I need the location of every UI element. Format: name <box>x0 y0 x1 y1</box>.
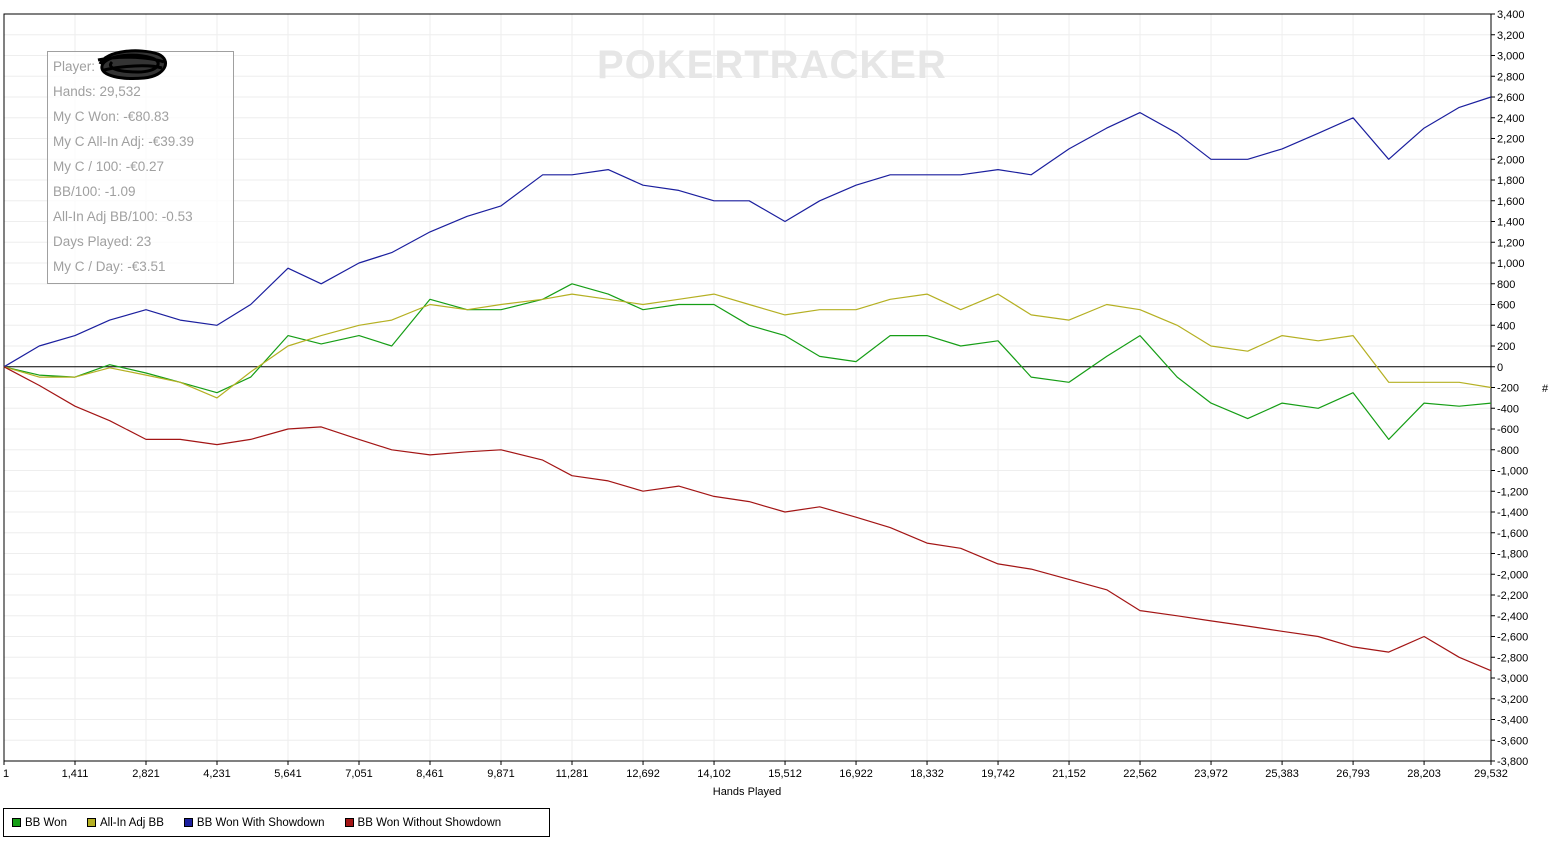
x-tick-label: 25,383 <box>1265 768 1299 780</box>
y-tick-label: 200 <box>1497 341 1515 353</box>
y-tick-label: 1,800 <box>1497 175 1525 187</box>
y-tick-label: -1,400 <box>1497 507 1528 519</box>
x-tick-label: 28,203 <box>1407 768 1441 780</box>
y-tick-label: 0 <box>1497 362 1503 374</box>
legend-label: BB Won Without Showdown <box>357 816 502 829</box>
x-tick-label: 16,922 <box>839 768 873 780</box>
legend-swatch <box>183 818 193 827</box>
y-tick-label: 600 <box>1497 300 1515 312</box>
stat-line: My C Won: -€80.83 <box>53 109 170 124</box>
y-tick-label: -2,000 <box>1497 569 1528 581</box>
x-tick-label: 1 <box>3 768 9 780</box>
x-tick-label: 29,532 <box>1474 768 1508 780</box>
stats-tooltip-box: Player: Hands: 29,532 My C Won: -€80.83 My… <box>47 51 234 284</box>
y-tick-label: -3,200 <box>1497 694 1528 706</box>
x-tick-label: 19,742 <box>981 768 1015 780</box>
y-tick-label: 2,800 <box>1497 71 1525 83</box>
y-tick-label: -400 <box>1497 403 1519 415</box>
x-tick-label: 11,281 <box>556 768 589 780</box>
stat-player-label: Player: <box>53 59 96 74</box>
stat-line: All-In Adj BB/100: -0.53 <box>53 209 193 224</box>
stat-line: My C All-In Adj: -€39.39 <box>53 134 195 149</box>
legend-item[interactable]: BB Won With Showdown <box>183 816 325 829</box>
stat-line: Hands: 29,532 <box>53 84 141 99</box>
legend-swatch <box>344 818 354 827</box>
x-tick-label: 9,871 <box>487 768 515 780</box>
y-tick-label: -2,600 <box>1497 632 1528 644</box>
y-tick-label: 1,200 <box>1497 237 1525 249</box>
x-tick-label: 15,512 <box>768 768 802 780</box>
y-tick-label: -1,600 <box>1497 528 1528 540</box>
x-tick-label: 26,793 <box>1336 768 1370 780</box>
x-tick-label: 4,231 <box>203 768 231 780</box>
legend-label: BB Won With Showdown <box>196 816 325 829</box>
series-line-bb-won-with-showdown <box>3 96 1492 368</box>
legend-swatch <box>86 818 96 827</box>
y-tick-label: 2,600 <box>1497 92 1525 104</box>
legend-label: BB Won <box>25 816 67 829</box>
y-tick-label: -1,200 <box>1497 486 1528 498</box>
y-tick-label: 400 <box>1497 320 1515 332</box>
y-axis-side-symbol: # <box>1542 383 1549 395</box>
series-lines <box>3 96 1492 672</box>
x-axis-ticks: 1 1,411 2,821 4,231 5,641 7,051 8,461 9,871 11,2… <box>3 761 1508 780</box>
x-tick-label: 12,692 <box>626 768 660 780</box>
stat-line: My C / Day: -€3.51 <box>53 259 166 274</box>
y-tick-label: -3,600 <box>1497 735 1528 747</box>
y-tick-label: -3,000 <box>1497 673 1528 685</box>
y-tick-label: -2,800 <box>1497 652 1528 664</box>
stat-line: Days Played: 23 <box>53 234 152 249</box>
series-line-all-in-adj-bb <box>3 293 1492 399</box>
y-tick-label: 3,000 <box>1497 51 1525 63</box>
x-tick-label: 5,641 <box>274 768 302 780</box>
legend-item[interactable]: All-In Adj BB <box>86 816 164 829</box>
chart-legend: BB Won All-In Adj BB BB Won With Showdown B… <box>3 808 550 837</box>
y-tick-label: -200 <box>1497 383 1519 395</box>
y-tick-label: 2,400 <box>1497 113 1525 125</box>
watermark-logo: POKERTRACKER <box>597 43 947 87</box>
stat-lines: Hands: 29,532 My C Won: -€80.83 My C All-I… <box>53 83 233 283</box>
stat-line: BB/100: -1.09 <box>53 184 136 199</box>
x-tick-label: 1,411 <box>62 768 89 780</box>
redaction-scribble <box>97 49 167 80</box>
legend-item[interactable]: BB Won Without Showdown <box>344 816 502 829</box>
y-tick-label: -3,400 <box>1497 715 1528 727</box>
y-tick-label: 3,400 <box>1497 9 1525 21</box>
y-tick-label: 1,600 <box>1497 196 1525 208</box>
x-tick-label: 2,821 <box>132 768 160 780</box>
y-tick-label: -2,400 <box>1497 611 1528 623</box>
stat-line: My C / 100: -€0.27 <box>53 159 165 174</box>
y-tick-label: -1,000 <box>1497 466 1528 478</box>
legend-swatch <box>12 818 21 827</box>
y-tick-label: 3,200 <box>1497 30 1525 42</box>
legend-item[interactable]: BB Won <box>12 817 67 829</box>
y-tick-label: 1,400 <box>1497 217 1525 229</box>
y-tick-label: 2,000 <box>1497 154 1525 166</box>
x-tick-label: 18,332 <box>910 768 944 780</box>
legend-label: All-In Adj BB <box>99 816 164 829</box>
y-tick-label: 1,000 <box>1497 258 1525 270</box>
x-axis-title: Hands Played <box>713 786 782 798</box>
x-tick-label: 23,972 <box>1194 768 1228 780</box>
series-line-bb-won-without-showdown <box>3 366 1492 672</box>
x-tick-label: 7,051 <box>345 768 373 780</box>
y-tick-label: -2,200 <box>1497 590 1528 602</box>
y-tick-label: -800 <box>1497 445 1519 457</box>
x-tick-label: 21,152 <box>1052 768 1086 780</box>
y-tick-label: 800 <box>1497 279 1515 291</box>
y-tick-label: -600 <box>1497 424 1519 436</box>
y-tick-label: -1,800 <box>1497 549 1528 561</box>
series-line-bb-won <box>3 283 1492 440</box>
y-axis-ticks: 3,400 3,200 3,000 2,800 2,600 2,400 2,200 2,000… <box>1491 9 1528 768</box>
x-tick-label: 14,102 <box>697 768 731 780</box>
x-tick-label: 8,461 <box>416 768 444 780</box>
y-tick-label: -3,800 <box>1497 756 1528 768</box>
x-tick-label: 22,562 <box>1123 768 1157 780</box>
y-tick-label: 2,200 <box>1497 134 1525 146</box>
